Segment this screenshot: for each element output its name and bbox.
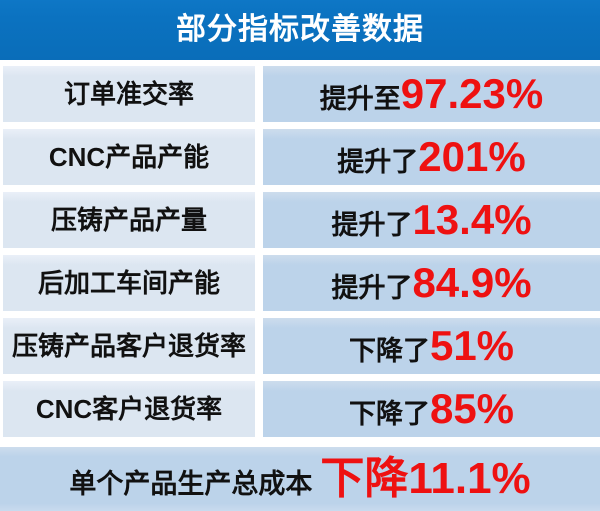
change-value: 97.23% bbox=[400, 70, 544, 117]
change-direction: 提升了 bbox=[331, 210, 413, 240]
metric-value: 提升了84.9% bbox=[331, 262, 531, 304]
metric-name: CNC客户退货率 bbox=[35, 394, 223, 424]
change-value: 51% bbox=[429, 322, 515, 369]
metric-name: 后加工车间产能 bbox=[37, 268, 220, 298]
metric-value: 提升了201% bbox=[337, 136, 525, 178]
table-row: 压铸产品客户退货率 下降了51% bbox=[0, 318, 600, 374]
metric-value: 提升至97.23% bbox=[320, 73, 543, 115]
metric-name-cell: 压铸产品客户退货率 bbox=[3, 318, 255, 374]
metric-name: 订单准交率 bbox=[63, 79, 194, 109]
metric-value: 下降了51% bbox=[349, 325, 514, 367]
change-direction: 提升至 bbox=[319, 84, 401, 114]
change-direction: 下降了 bbox=[348, 399, 430, 429]
summary-banner: 单个产品生产总成本 下降11.1% bbox=[0, 447, 600, 511]
metric-name-cell: CNC产品产能 bbox=[3, 129, 255, 185]
table-row: 后加工车间产能 提升了84.9% bbox=[0, 255, 600, 311]
metric-value: 下降了85% bbox=[349, 388, 514, 430]
table-row: 订单准交率 提升至97.23% bbox=[0, 66, 600, 122]
metric-value-cell: 下降了85% bbox=[263, 381, 600, 437]
metric-name-cell: 订单准交率 bbox=[3, 66, 255, 122]
change-direction: 提升了 bbox=[337, 147, 419, 177]
table-row: CNC产品产能 提升了201% bbox=[0, 129, 600, 185]
table-row: CNC客户退货率 下降了85% bbox=[0, 381, 600, 437]
summary-line: 单个产品生产总成本 下降11.1% bbox=[69, 457, 530, 501]
summary-highlight: 下降11.1% bbox=[320, 454, 531, 503]
metric-value-cell: 下降了51% bbox=[263, 318, 600, 374]
metric-name: CNC产品产能 bbox=[48, 142, 210, 172]
change-direction: 提升了 bbox=[331, 273, 413, 303]
metric-name: 压铸产品产量 bbox=[50, 205, 207, 235]
metric-name: 压铸产品客户退货率 bbox=[11, 331, 246, 361]
change-value: 201% bbox=[418, 133, 526, 180]
metric-value-cell: 提升了13.4% bbox=[263, 192, 600, 248]
table-row: 压铸产品产量 提升了13.4% bbox=[0, 192, 600, 248]
metric-name-cell: 后加工车间产能 bbox=[3, 255, 255, 311]
change-direction: 下降了 bbox=[348, 336, 430, 366]
metric-value-cell: 提升了201% bbox=[263, 129, 600, 185]
change-value: 13.4% bbox=[412, 196, 532, 243]
metric-name-cell: CNC客户退货率 bbox=[3, 381, 255, 437]
page-title: 部分指标改善数据 bbox=[176, 13, 424, 46]
title-banner: 部分指标改善数据 bbox=[0, 0, 600, 60]
summary-label: 单个产品生产总成本 bbox=[69, 469, 313, 499]
change-value: 85% bbox=[429, 385, 515, 432]
metric-value-cell: 提升至97.23% bbox=[263, 66, 600, 122]
metric-name-cell: 压铸产品产量 bbox=[3, 192, 255, 248]
metric-value-cell: 提升了84.9% bbox=[263, 255, 600, 311]
change-value: 84.9% bbox=[412, 259, 532, 306]
metric-value: 提升了13.4% bbox=[331, 199, 531, 241]
